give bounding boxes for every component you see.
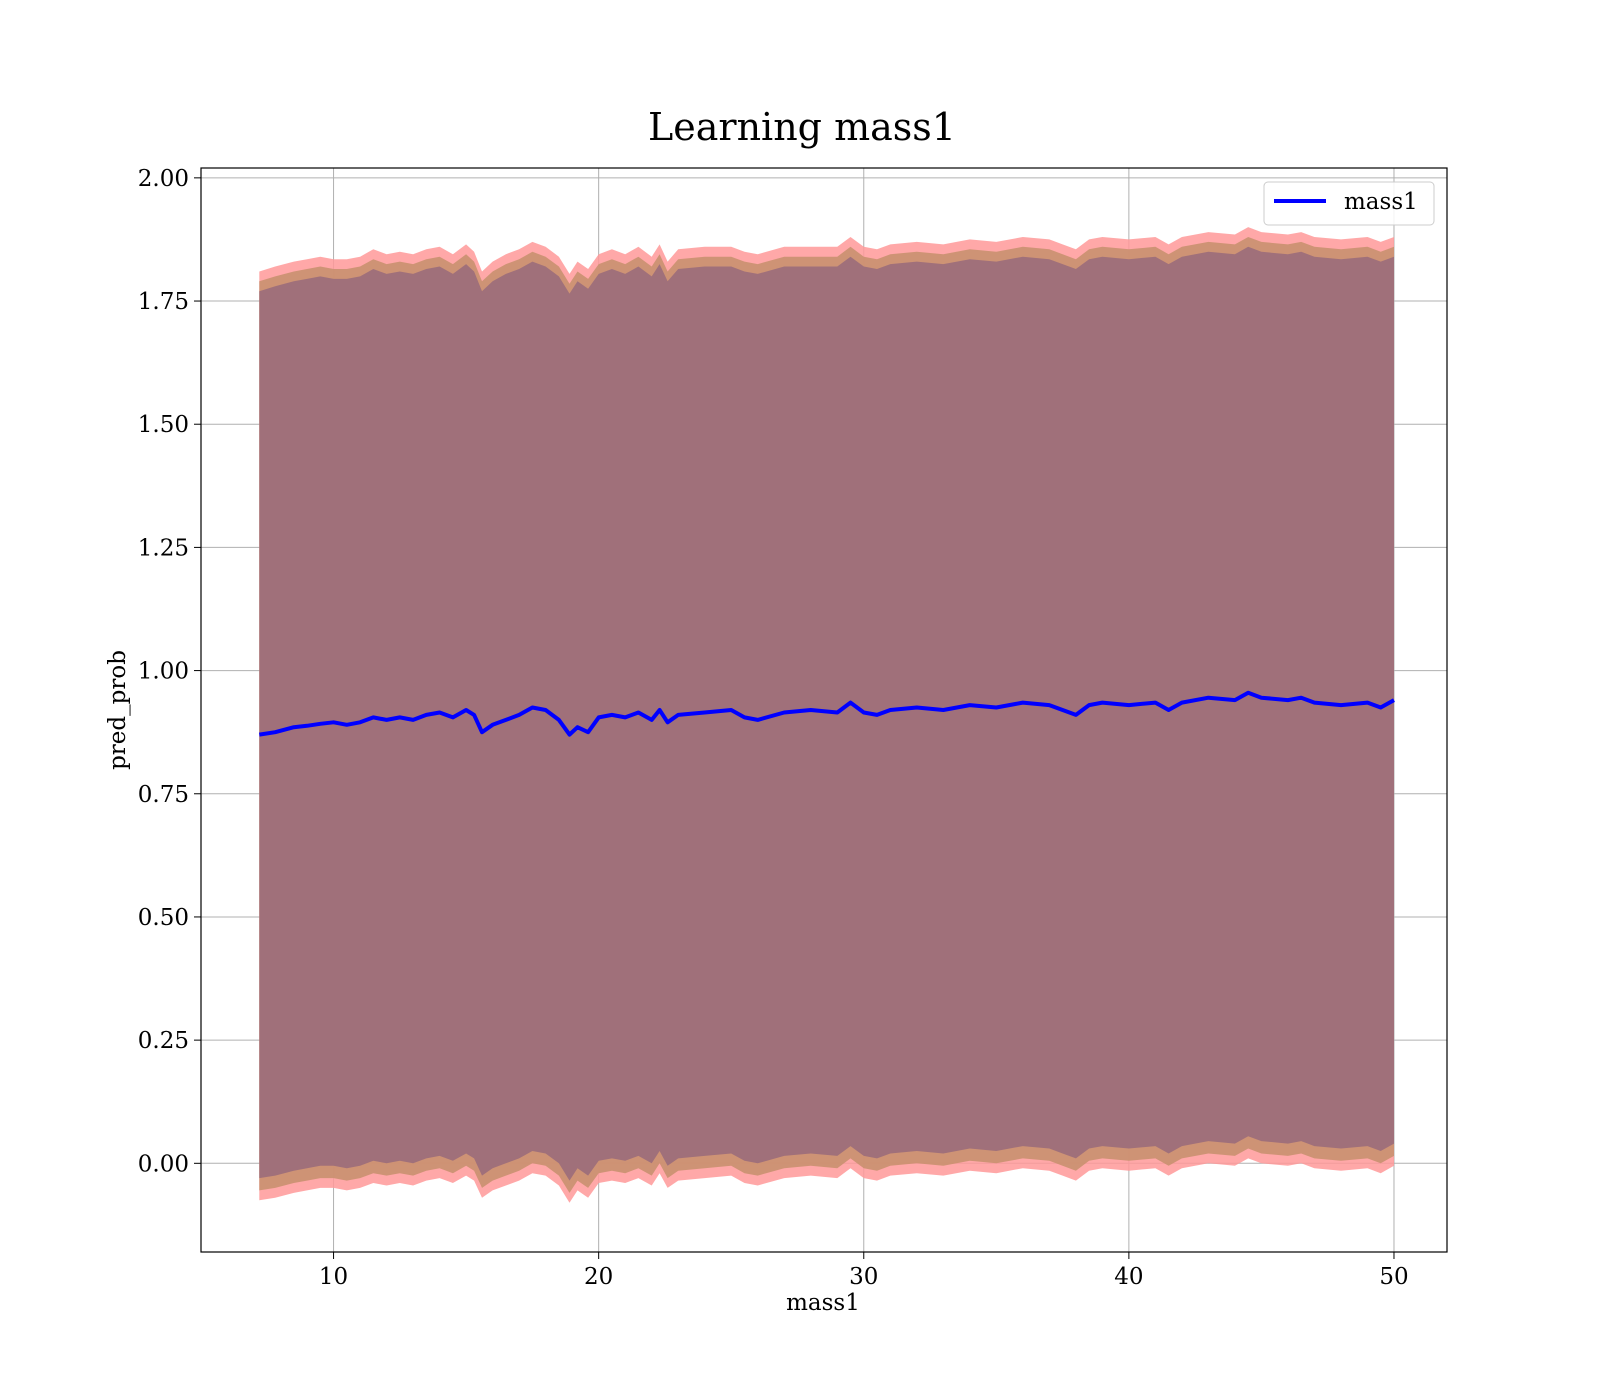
y-axis-label: pred_prob	[105, 650, 131, 770]
legend-label-mass1: mass1	[1344, 189, 1418, 215]
x-axis-ticks: 10 20 30 40 50	[319, 1252, 1409, 1290]
confidence-bands	[259, 227, 1394, 1203]
x-tick-label: 30	[849, 1264, 878, 1290]
inner-confidence-band	[259, 246, 1394, 1181]
y-tick-label: 1.25	[138, 535, 189, 561]
y-tick-label: 1.50	[138, 412, 189, 438]
x-tick-label: 50	[1379, 1264, 1408, 1290]
y-tick-label: 0.75	[138, 782, 189, 808]
x-tick-label: 10	[319, 1264, 348, 1290]
x-tick-label: 20	[584, 1264, 613, 1290]
y-tick-label: 0.00	[138, 1151, 189, 1177]
series-line-mass1	[259, 690, 1395, 737]
y-tick-label: 1.75	[138, 289, 189, 315]
y-axis-ticks: 0.00 0.25 0.50 0.75 1.00 1.25 1.50 1.75 2.00	[138, 166, 201, 1177]
y-tick-label: 0.50	[138, 905, 189, 931]
legend-box	[1263, 181, 1435, 226]
x-tick-label: 40	[1114, 1264, 1143, 1290]
series-lines	[259, 690, 1395, 737]
y-tick-label: 1.00	[138, 659, 189, 685]
y-tick-label: 2.00	[138, 166, 189, 192]
y-tick-label: 0.25	[138, 1028, 189, 1054]
x-axis-label: mass1	[786, 1290, 860, 1316]
chart-title: Learning mass1	[648, 105, 956, 149]
legend: mass1	[1263, 181, 1435, 226]
plot-frame	[200, 167, 1448, 1253]
